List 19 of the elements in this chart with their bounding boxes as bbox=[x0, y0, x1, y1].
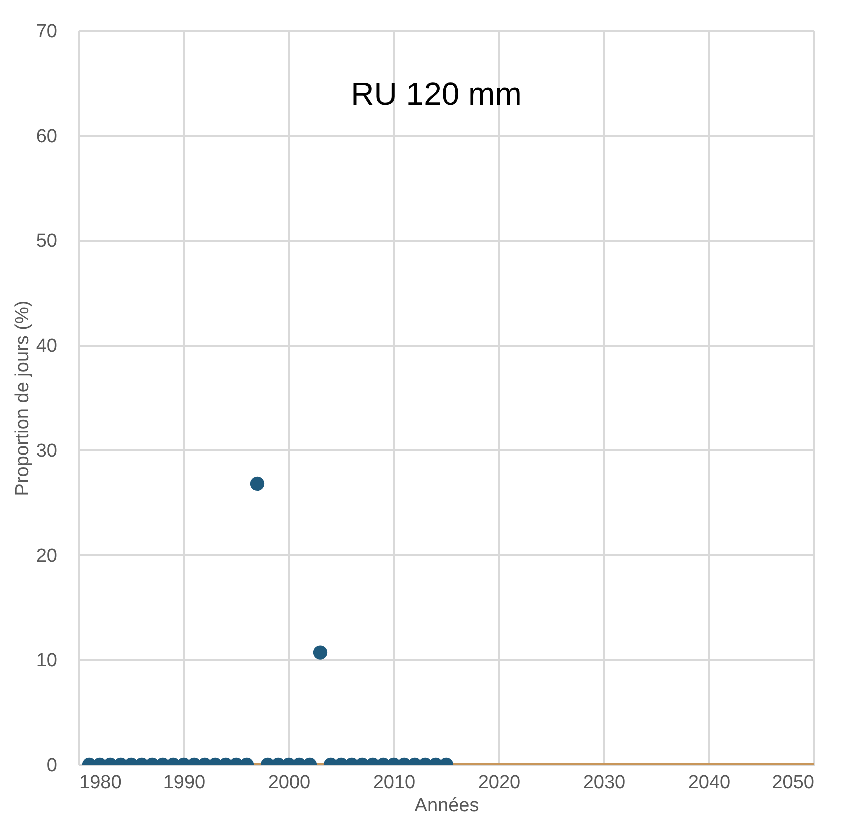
x-tick-label: 2050 bbox=[772, 772, 814, 794]
y-tick-label: 10 bbox=[36, 650, 58, 672]
y-tick-label: 50 bbox=[36, 231, 58, 252]
x-tick-label: 2010 bbox=[373, 772, 416, 794]
y-tick-label: 60 bbox=[36, 126, 58, 148]
y-tick-label: 40 bbox=[36, 336, 58, 358]
y-tick-label: 30 bbox=[36, 440, 58, 462]
x-tick-label: 2040 bbox=[688, 772, 731, 794]
text: RU 120 mm bbox=[351, 76, 522, 112]
x-tick-label: 2030 bbox=[583, 772, 626, 794]
x-axis-title: Années bbox=[414, 796, 480, 816]
y-tick-label: 20 bbox=[36, 546, 58, 567]
x-tick-label: 2020 bbox=[478, 772, 521, 794]
y-tick-label: 0 bbox=[46, 756, 58, 776]
x-tick-label: 1980 bbox=[80, 772, 122, 794]
x-tick-label: 2000 bbox=[268, 772, 311, 794]
x-tick-label: 1990 bbox=[163, 772, 206, 794]
y-axis-title: Proportion de jours (%) bbox=[12, 300, 34, 496]
y-tick-label: 70 bbox=[36, 22, 58, 42]
